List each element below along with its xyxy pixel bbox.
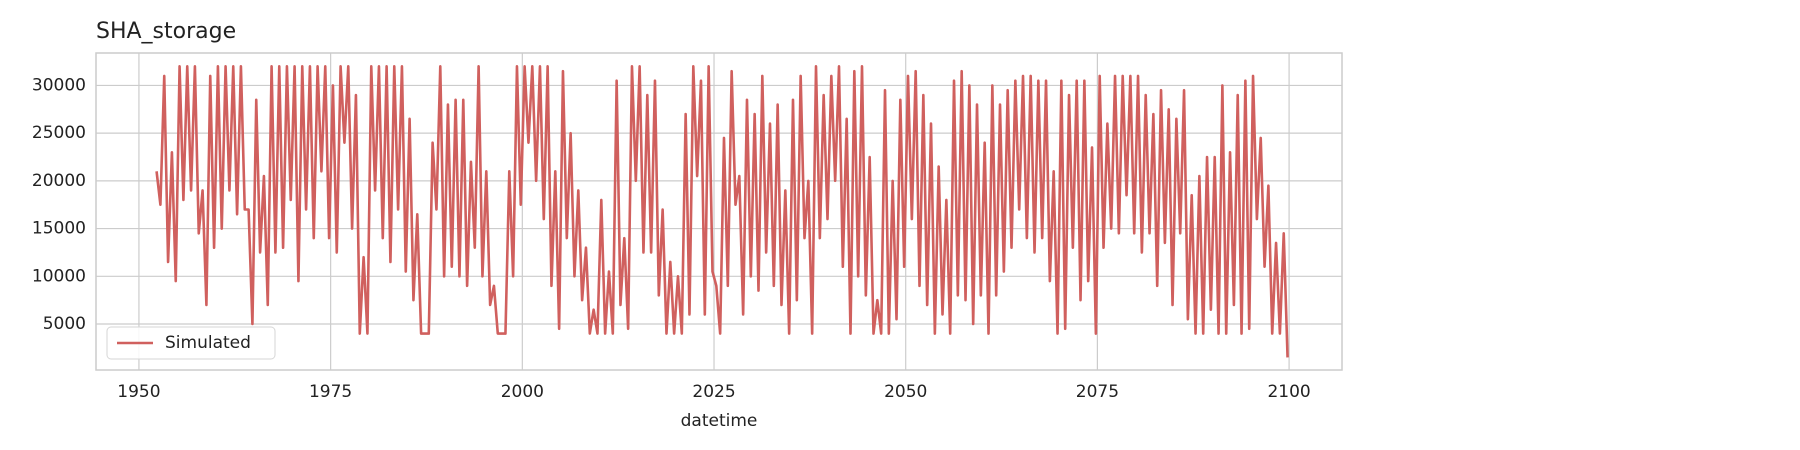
data-line — [155, 65, 1289, 358]
x-tick-label: 1950 — [117, 382, 160, 402]
y-tick-label: 25000 — [32, 123, 86, 143]
x-tick-label: 2050 — [884, 382, 927, 402]
y-tick-label: 10000 — [32, 266, 86, 286]
y-tick-label: 5000 — [43, 314, 86, 334]
x-tick-label: 2075 — [1076, 382, 1119, 402]
y-tick-label: 20000 — [32, 171, 86, 191]
y-tick-label: 15000 — [32, 219, 86, 239]
x-tick-label: 1975 — [309, 382, 352, 402]
legend-label: Simulated — [165, 333, 251, 353]
y-tick-label: 30000 — [32, 75, 86, 95]
x-tick-label: 2000 — [501, 382, 544, 402]
chart-title: SHA_storage — [96, 19, 236, 44]
legend-box — [106, 326, 276, 360]
x-tick-label: 2100 — [1267, 382, 1310, 402]
plot-frame — [95, 52, 1343, 371]
x-axis-label: datetime — [681, 411, 758, 431]
x-tick-label: 2025 — [692, 382, 735, 402]
